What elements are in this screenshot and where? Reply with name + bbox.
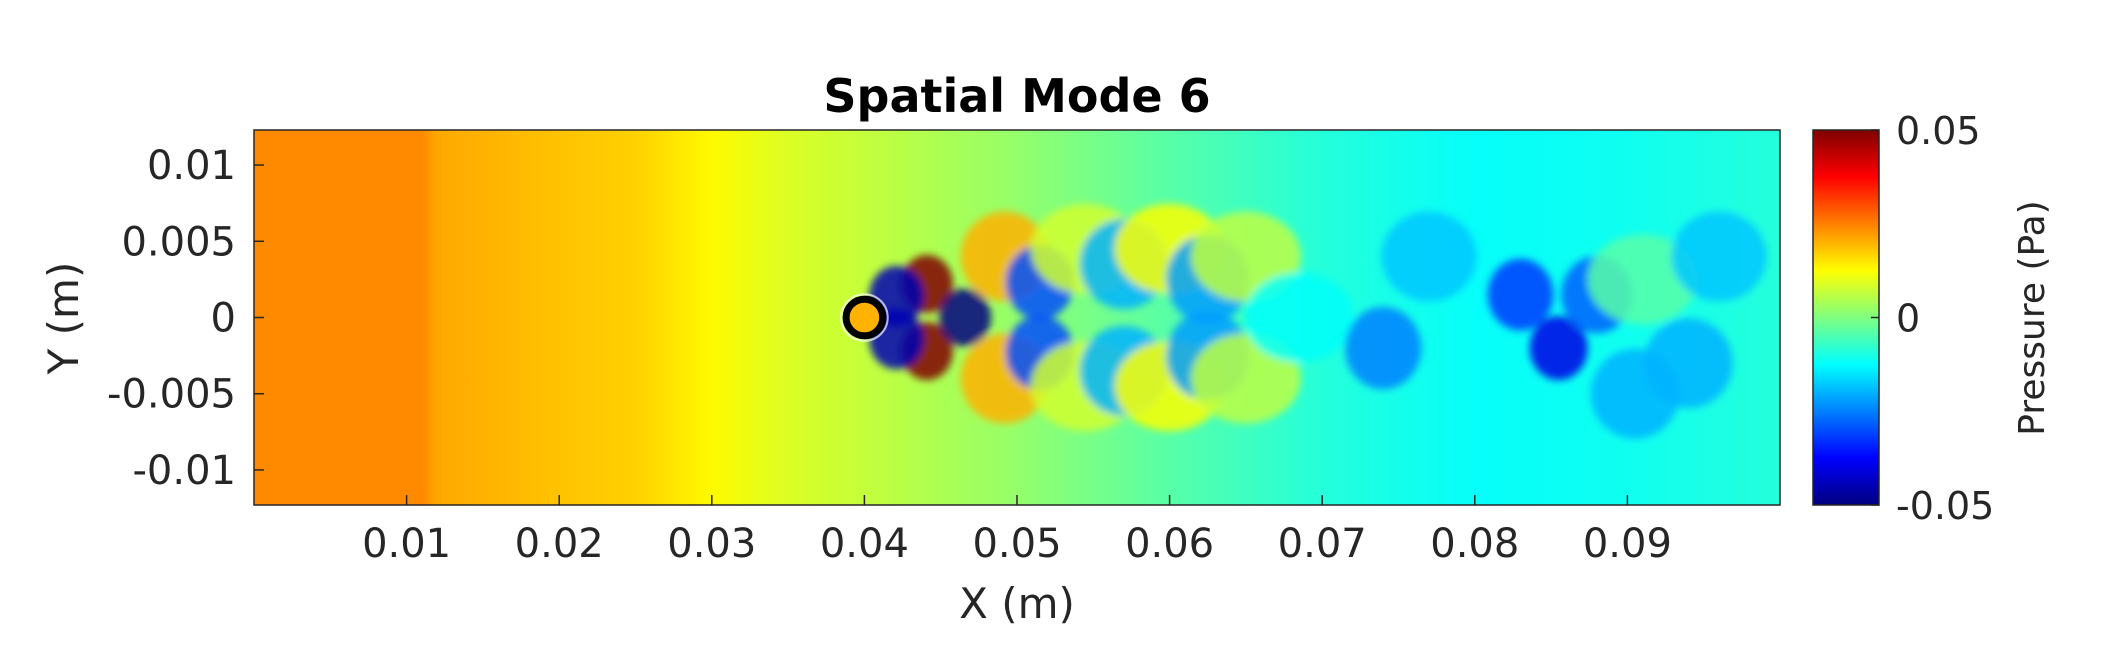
plot-area <box>254 130 1780 505</box>
y-axis-label: Y (m) <box>39 262 88 376</box>
cylinder <box>840 293 889 342</box>
structure-lobe-27 <box>1587 234 1698 325</box>
structure-lobe-19 <box>1244 272 1355 363</box>
flow-structures <box>869 203 1767 439</box>
colorbar-tick-label: 0.05 <box>1896 109 1981 153</box>
y-tick-label: -0.005 <box>107 372 236 418</box>
colorbar-gradient <box>1812 129 1880 506</box>
structure-lobe-20 <box>1345 306 1422 390</box>
x-tick-label: 0.02 <box>515 521 604 567</box>
colorbar-tick-label: -0.05 <box>1896 484 1994 528</box>
x-tick-label: 0.09 <box>1583 521 1672 567</box>
structure-lobe-26 <box>1644 318 1733 409</box>
x-tick-label: 0.06 <box>1125 521 1214 567</box>
x-tick-label: 0.01 <box>362 521 451 567</box>
x-tick-label: 0.05 <box>972 521 1061 567</box>
x-tick-label: 0.07 <box>1278 521 1367 567</box>
y-axis: 0.01 0.005 0 -0.005 -0.01 <box>107 143 264 494</box>
x-axis-label: X (m) <box>959 579 1075 628</box>
structure-lobe-21 <box>1381 211 1477 302</box>
cylinder-halo <box>840 293 889 342</box>
y-tick-label: -0.01 <box>133 448 237 494</box>
y-tick-label: 0.01 <box>147 143 236 189</box>
colorbar-label: Pressure (Pa) <box>2012 200 2053 435</box>
cylinder-outline <box>842 295 887 340</box>
structure-lobe-2 <box>939 288 992 347</box>
y-tick-label: 0.005 <box>121 219 236 265</box>
structure-lobe-28 <box>1671 211 1767 302</box>
colorbar-tick-label: 0 <box>1896 297 1920 341</box>
x-axis: 0.01 0.02 0.03 0.04 0.05 0.06 0.07 0.08 0.09 <box>362 495 1672 567</box>
structure-lobe-22 <box>1529 315 1588 380</box>
x-tick-label: 0.08 <box>1430 521 1519 567</box>
chart-title: Spatial Mode 6 <box>823 69 1210 123</box>
x-tick-label: 0.03 <box>667 521 756 567</box>
x-tick-label: 0.04 <box>820 521 909 567</box>
structure-lobe-23 <box>1487 258 1554 331</box>
colorbar: 0.05 0 -0.05 Pressure (Pa) <box>1812 109 2053 528</box>
y-tick-label: 0 <box>211 296 236 342</box>
colorbar-ticks: 0.05 0 -0.05 <box>1871 109 1994 528</box>
